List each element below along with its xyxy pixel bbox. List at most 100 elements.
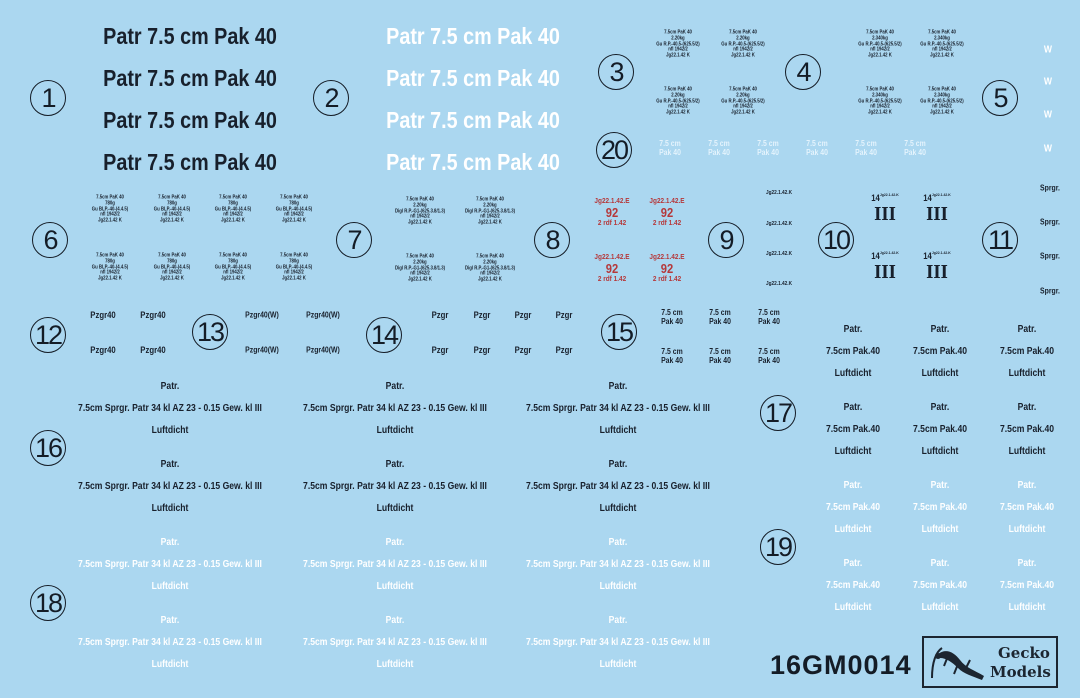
decal-text: 7.5cm Sprgr. Patr 34 kl AZ 23 - 0.15 Gew…	[78, 559, 262, 570]
decal-number-14: 14	[366, 317, 402, 353]
decal-text: Luftdicht	[599, 659, 637, 670]
decal-text: Sprgr.	[1040, 183, 1060, 193]
decal-text: 7.5 cm	[709, 346, 731, 356]
decal-2-item: Patr 7.5 cm Pak 40	[386, 65, 560, 91]
decal-text: 7.5cm PaK 40	[406, 196, 434, 203]
decal-text: nfl 1942/2	[162, 269, 182, 276]
gecko-models-logo: Gecko Models	[922, 636, 1058, 688]
decal-text: 7.5cm PaK 40	[96, 194, 124, 201]
decal-text: nfl 1942/2	[870, 103, 890, 110]
decal-text: Luftdicht	[151, 581, 189, 592]
decal-text: Pzgr40	[90, 309, 116, 320]
decal-4-item: 7.5cm PaK 40 2.340kg Gu R.P.-40.5-(625.5/2…	[920, 87, 963, 117]
decal-text: 7.5 cm	[659, 138, 681, 148]
decal-text: 92	[605, 204, 619, 220]
decal-20-item: 7.5 cm Pak 40	[806, 139, 828, 157]
decal-text: Jg22.1.42 K	[930, 109, 954, 116]
decal-text: nfl 1942/2	[733, 103, 753, 110]
decal-text: 7.5cm Pak.40	[912, 346, 968, 357]
decal-14-item: Pzgr	[474, 345, 491, 355]
decal-text: 7.5cm Sprgr. Patr 34 kl AZ 23 - 0.15 Gew…	[78, 637, 262, 648]
decal-text: Luftdicht	[921, 602, 959, 613]
decal-text: Luftdicht	[376, 659, 414, 670]
decal-text: 7.5cm Pak.40	[999, 424, 1055, 435]
decal-text: Jg22.1.42 K	[282, 217, 306, 224]
decal-text: Luftdicht	[1008, 446, 1046, 457]
decal-text: 7.5cm Sprgr. Patr 34 kl AZ 23 - 0.15 Gew…	[78, 481, 262, 492]
decal-19-item: Patr. 7.5cm Pak.40 Luftdicht	[1000, 553, 1054, 619]
decal-2-item: Patr 7.5 cm Pak 40	[386, 107, 560, 133]
decal-text: nfl 1942/2	[932, 46, 952, 53]
decal-text: Pzgr	[473, 344, 491, 355]
decal-13-item: Pzgr40(W)	[306, 345, 340, 354]
decal-number-20: 20	[596, 132, 632, 168]
decal-number-8: 8	[534, 222, 570, 258]
decal-text: Luftdicht	[834, 446, 872, 457]
decal-19-item: Patr. 7.5cm Pak.40 Luftdicht	[913, 475, 967, 541]
decal-text: Digl R.P.-G1-(625.3.8/1.3)	[464, 265, 516, 272]
decal-text: Pak 40	[904, 148, 926, 157]
decal-text: Pzgr40(W)	[245, 345, 279, 355]
decal-12-item: Pzgr40	[90, 345, 115, 355]
decal-6-item: 7.5cm PaK 40 780g Gu BLP.-40-(4.4.5) nfl 19…	[276, 253, 312, 283]
decal-10-item: 14Jg22.1.42.K III	[871, 250, 899, 284]
decal-text: Jg22.1.42 K	[666, 52, 690, 59]
decal-text: Sprgr.	[1040, 286, 1060, 296]
decal-text: 7.5cm Sprgr. Patr 34 kl AZ 23 - 0.15 Gew…	[303, 403, 487, 414]
decal-text: nfl 1942/2	[668, 103, 688, 110]
decal-text: Jg22.1.42.E	[649, 195, 685, 205]
decal-text: 7.5cm Sprgr. Patr 34 kl AZ 23 - 0.15 Gew…	[303, 481, 487, 492]
decal-text: Patr 7.5 cm Pak 40	[386, 22, 560, 49]
decal-15-item: 7.5 cm Pak 40	[661, 308, 683, 326]
decal-text: 7.5cm Sprgr. Patr 34 kl AZ 23 - 0.15 Gew…	[78, 403, 262, 414]
decal-7-item: 7.5cm PaK 40 2.20kg Digl R.P.-G1-(625.3.8/…	[464, 254, 516, 284]
decal-16-item: Patr. 7.5cm Sprgr. Patr 34 kl AZ 23 - 0.1…	[78, 454, 262, 520]
decal-19-item: Patr. 7.5cm Pak.40 Luftdicht	[913, 553, 967, 619]
decal-text: Jg22.1.42 K	[160, 217, 184, 224]
decal-text: 2 rdf 1.42	[652, 217, 682, 227]
decal-8-item: Jg22.1.42.E 92 2 rdf 1.42	[649, 195, 685, 227]
decal-text: 7.5cm PaK 40	[664, 86, 692, 93]
decal-text: Patr 7.5 cm Pak 40	[103, 106, 277, 133]
decal-text: Patr.	[930, 402, 950, 413]
decal-13-item: Pzgr40(W)	[306, 310, 340, 319]
decal-number-15: 15	[601, 314, 637, 350]
decal-16-item: Patr. 7.5cm Sprgr. Patr 34 kl AZ 23 - 0.1…	[526, 376, 710, 442]
decal-17-item: Patr. 7.5cm Pak.40 Luftdicht	[913, 397, 967, 463]
decal-text: 780g	[228, 200, 238, 207]
decal-text: Luftdicht	[599, 581, 637, 592]
decal-text: Luftdicht	[921, 446, 959, 457]
decal-19-item: Patr. 7.5cm Pak.40 Luftdicht	[826, 553, 880, 619]
decal-text: W	[1043, 76, 1053, 88]
decal-text: Luftdicht	[599, 503, 637, 514]
decal-6-item: 7.5cm PaK 40 780g Gu BLP.-40-(4.4.5) nfl 19…	[154, 195, 190, 225]
decal-text: Jg22.1.42 K	[930, 52, 954, 59]
decal-17-item: Patr. 7.5cm Pak.40 Luftdicht	[913, 319, 967, 385]
decal-6-item: 7.5cm PaK 40 780g Gu BLP.-40-(4.4.5) nfl 19…	[154, 253, 190, 283]
decal-text: 7.5 cm	[661, 307, 683, 317]
decal-text: nfl 1942/2	[410, 213, 430, 220]
decal-text: Pak 40	[659, 148, 681, 157]
decal-text: 7.5cm Pak.40	[912, 502, 968, 513]
decal-15-item: 7.5 cm Pak 40	[661, 347, 683, 365]
decal-text: Jg22.1.42 K	[408, 219, 432, 226]
decal-text: nfl 1942/2	[480, 270, 500, 277]
decal-text: Patr.	[843, 402, 863, 413]
decal-text: Patr.	[385, 381, 405, 392]
decal-17-item: Patr. 7.5cm Pak.40 Luftdicht	[1000, 319, 1054, 385]
decal-text: 7.5cm PaK 40	[928, 29, 956, 36]
decal-14-item: Pzgr	[515, 345, 532, 355]
decal-text: nfl 1942/2	[410, 270, 430, 277]
decal-16-item: Patr. 7.5cm Sprgr. Patr 34 kl AZ 23 - 0.1…	[78, 376, 262, 442]
decal-18-item: Patr. 7.5cm Sprgr. Patr 34 kl AZ 23 - 0.1…	[526, 610, 710, 676]
decal-text: Pzgr	[473, 309, 491, 320]
decal-text: 7.5cm Pak.40	[825, 346, 881, 357]
decal-number-4: 4	[785, 54, 821, 90]
decal-text: Pak 40	[757, 148, 779, 157]
decal-text: Patr.	[608, 459, 628, 470]
decal-number-17: 17	[760, 395, 796, 431]
decal-text: 2.20kg	[736, 35, 750, 42]
decal-number-5: 5	[982, 80, 1018, 116]
decal-text: 7.5cm Pak.40	[825, 424, 881, 435]
decal-text: Pzgr40(W)	[245, 310, 279, 320]
